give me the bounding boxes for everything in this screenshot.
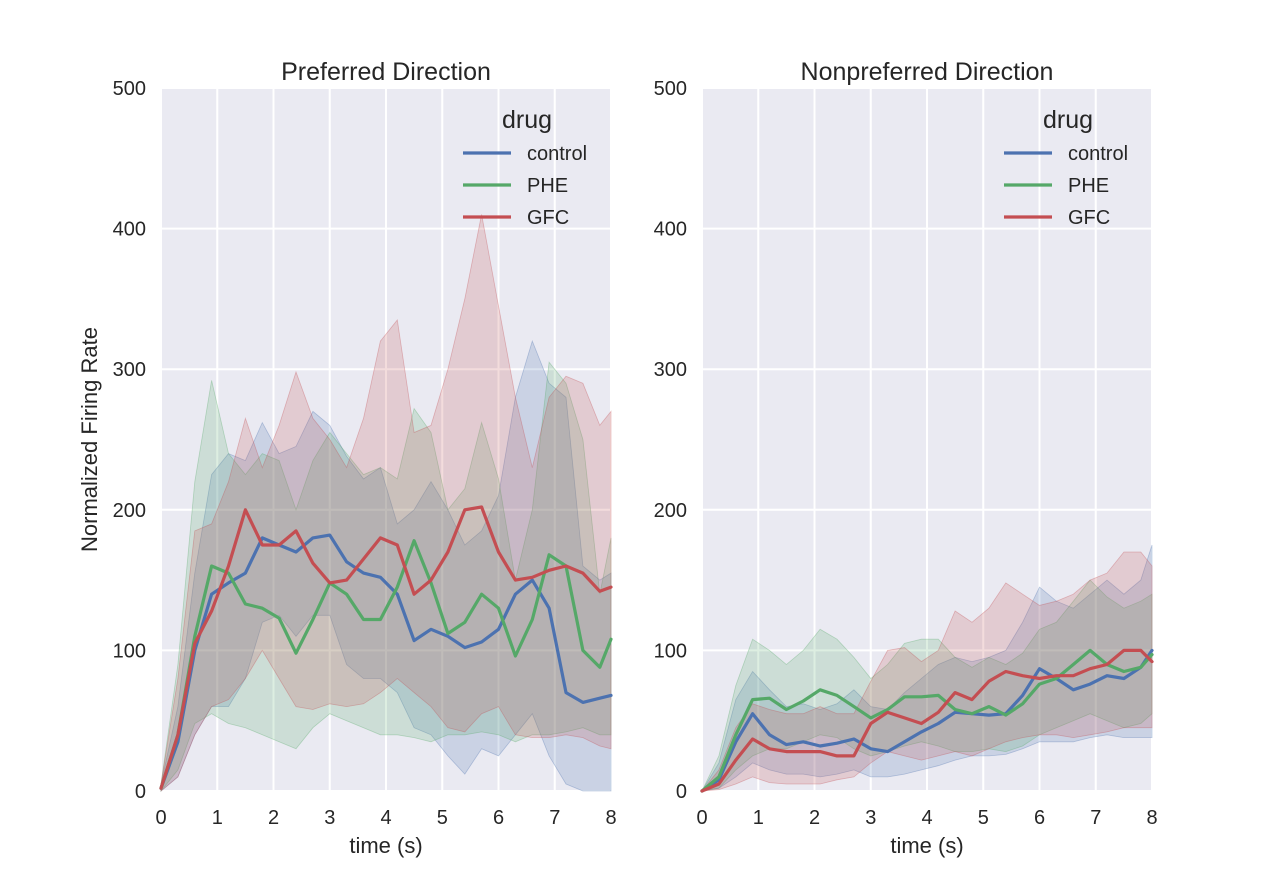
x-axis-label: time (s)	[890, 833, 963, 858]
x-tick-label: 5	[437, 807, 448, 829]
y-tick-label: 0	[135, 781, 146, 803]
x-tick-label: 6	[1034, 807, 1045, 829]
y-tick-label: 0	[676, 781, 687, 803]
panel-nonpreferred-direction: 0 1 2 3 4 5 6 7 8 0 100 200 300 400 500 Nonpreferred Di…	[654, 58, 1158, 858]
legend: drug control PHE GFC	[463, 106, 587, 229]
y-axis-label: Normalized Firing Rate	[77, 327, 102, 552]
y-tick-label: 100	[654, 640, 687, 662]
ci-band-phe	[160, 361, 612, 793]
x-tick-label: 3	[324, 807, 335, 829]
y-tick-label: 300	[113, 359, 146, 381]
legend-label-phe: PHE	[527, 175, 568, 197]
x-tick-label: 6	[493, 807, 504, 829]
ci-band-control	[160, 339, 612, 792]
y-tick-label: 400	[654, 219, 687, 241]
series-line-gfc	[700, 648, 1154, 793]
x-tick-label: 4	[921, 807, 932, 829]
series-line-phe	[159, 539, 613, 790]
legend-label-gfc: GFC	[527, 207, 569, 229]
legend-label-phe: PHE	[1068, 175, 1109, 197]
y-tick-label: 500	[113, 78, 146, 100]
x-tick-label: 1	[212, 807, 223, 829]
legend-label-gfc: GFC	[1068, 207, 1110, 229]
legend: drug control PHE GFC	[1004, 106, 1128, 229]
y-tick-label: 200	[654, 500, 687, 522]
x-tick-label: 4	[380, 807, 391, 829]
series-line-gfc	[159, 505, 613, 790]
series-line-control	[700, 648, 1154, 793]
y-tick-label: 100	[113, 640, 146, 662]
y-tick-label: 300	[654, 359, 687, 381]
legend-title: drug	[1043, 106, 1093, 134]
x-tick-label: 8	[1146, 807, 1157, 829]
panel-title: Nonpreferred Direction	[801, 58, 1054, 86]
y-tick-label: 200	[113, 500, 146, 522]
panel-preferred-direction: 0 1 2 3 4 5 6 7 8 0 100 200 300 400 500 Preferred Direc…	[77, 58, 617, 858]
x-tick-label: 2	[809, 807, 820, 829]
x-tick-label: 7	[1090, 807, 1101, 829]
x-tick-label: 7	[549, 807, 560, 829]
legend-label-control: control	[527, 143, 587, 165]
x-tick-label: 3	[865, 807, 876, 829]
panel-title: Preferred Direction	[281, 58, 491, 86]
y-tick-label: 500	[654, 78, 687, 100]
ci-band-control	[701, 544, 1153, 792]
ci-band-gfc	[160, 214, 612, 792]
x-tick-label: 2	[268, 807, 279, 829]
x-tick-label: 1	[753, 807, 764, 829]
legend-label-control: control	[1068, 143, 1128, 165]
x-tick-label: 0	[155, 807, 166, 829]
series-line-phe	[700, 648, 1154, 793]
x-tick-label: 0	[696, 807, 707, 829]
y-tick-label: 400	[113, 219, 146, 241]
legend-title: drug	[502, 106, 552, 134]
x-tick-label: 8	[605, 807, 616, 829]
x-axis-label: time (s)	[349, 833, 422, 858]
series-line-control	[159, 533, 613, 790]
x-tick-label: 5	[978, 807, 989, 829]
